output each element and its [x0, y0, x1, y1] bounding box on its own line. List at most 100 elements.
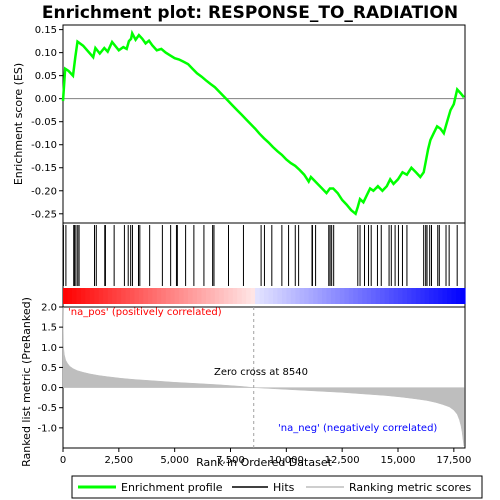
- colorbar-segment: [250, 288, 256, 304]
- positive-correlation-label: 'na_pos' (positively correlated): [68, 307, 222, 318]
- legend-label-hits: Hits: [273, 481, 295, 494]
- es-y-tick-label: -0.10: [31, 140, 57, 151]
- colorbar-segment: [63, 288, 69, 304]
- es-y-tick-label: -0.05: [31, 117, 57, 128]
- colorbar-segment: [308, 288, 314, 304]
- colorbar-segment: [371, 288, 377, 304]
- colorbar-segment: [255, 288, 261, 304]
- colorbar-segment: [89, 288, 95, 304]
- rank-colorbar: [63, 288, 466, 304]
- enrichment-profile-line: [61, 29, 465, 216]
- legend-label-enrichment: Enrichment profile: [121, 481, 223, 494]
- colorbar-segment: [147, 288, 153, 304]
- ranking-y-ticks: 2.0 1.5 1.0 0.5 0.0 -0.5 -1.0: [37, 303, 63, 434]
- colorbar-segment: [277, 288, 283, 304]
- colorbar-segment: [366, 288, 372, 304]
- colorbar-segment: [304, 288, 310, 304]
- ranking-y-tick-label: 1.0: [41, 343, 57, 354]
- es-y-tick-label: 0.15: [35, 25, 57, 36]
- colorbar-segment: [125, 288, 131, 304]
- colorbar-segment: [138, 288, 144, 304]
- es-panel-frame: [62, 24, 466, 224]
- chart-title: Enrichment plot: RESPONSE_TO_RADIATION: [42, 3, 458, 23]
- colorbar-segment: [165, 288, 171, 304]
- colorbar-segment: [420, 288, 426, 304]
- colorbar-segment: [442, 288, 448, 304]
- colorbar-segment: [205, 288, 211, 304]
- colorbar-segment: [353, 288, 359, 304]
- colorbar-segment: [322, 288, 328, 304]
- colorbar-segment: [246, 288, 252, 304]
- colorbar-segment: [85, 288, 91, 304]
- colorbar-segment: [192, 288, 198, 304]
- colorbar-segment: [156, 288, 162, 304]
- colorbar-segment: [357, 288, 363, 304]
- colorbar-segment: [335, 288, 341, 304]
- colorbar-segment: [451, 288, 457, 304]
- colorbar-segment: [398, 288, 404, 304]
- x-tick-label: 0: [60, 455, 66, 466]
- zero-cross-label: Zero cross at 8540: [214, 367, 308, 378]
- colorbar-segment: [134, 288, 140, 304]
- colorbar-segment: [326, 288, 332, 304]
- ranking-y-tick-label: 0.5: [41, 363, 57, 374]
- legend-box: [71, 475, 483, 499]
- es-y-tick-label: -0.25: [31, 209, 57, 220]
- colorbar-segment: [112, 288, 118, 304]
- legend-label-ranking: Ranking metric scores: [349, 481, 471, 494]
- colorbar-segment: [214, 288, 220, 304]
- x-tick-label: 15,000: [381, 455, 416, 466]
- x-tick-label: 7,500: [216, 455, 245, 466]
- colorbar-segment: [76, 288, 82, 304]
- colorbar-segment: [438, 288, 444, 304]
- x-axis-ticks: 0 2,500 5,000 7,500 10,000 12,500 15,000 17,500: [60, 448, 471, 466]
- colorbar-segment: [344, 288, 350, 304]
- colorbar-segment: [299, 288, 305, 304]
- colorbar-segment: [179, 288, 185, 304]
- x-axis-label: Rank in Ordered Dataset: [196, 456, 333, 469]
- colorbar-segment: [161, 288, 167, 304]
- colorbar-segment: [259, 288, 265, 304]
- es-y-tick-label: 0.10: [35, 48, 57, 59]
- x-tick-label: 2,500: [105, 455, 134, 466]
- colorbar-segment: [107, 288, 113, 304]
- colorbar-segment: [98, 288, 104, 304]
- colorbar-segment: [130, 288, 136, 304]
- colorbar-segment: [281, 288, 287, 304]
- colorbar-segment: [143, 288, 149, 304]
- x-tick-label: 5,000: [160, 455, 189, 466]
- colorbar-segment: [268, 288, 274, 304]
- colorbar-segment: [433, 288, 439, 304]
- es-y-tick-label: -0.20: [31, 186, 57, 197]
- colorbar-segment: [210, 288, 216, 304]
- ranking-y-tick-label: 1.5: [41, 323, 57, 334]
- colorbar-segment: [317, 288, 323, 304]
- colorbar-segment: [80, 288, 86, 304]
- colorbar-segment: [116, 288, 122, 304]
- colorbar-segment: [237, 288, 243, 304]
- colorbar-segment: [331, 288, 337, 304]
- colorbar-segment: [415, 288, 421, 304]
- colorbar-segment: [460, 288, 466, 304]
- ranking-y-axis-label: Ranked list metric (PreRanked): [20, 297, 33, 467]
- colorbar-segment: [429, 288, 435, 304]
- ranking-y-tick-label: 0.0: [41, 383, 57, 394]
- colorbar-segment: [183, 288, 189, 304]
- colorbar-segment: [94, 288, 100, 304]
- hits-marks: [62, 225, 458, 286]
- colorbar-segment: [375, 288, 381, 304]
- colorbar-segment: [174, 288, 180, 304]
- es-y-axis-label: Enrichment score (ES): [12, 63, 25, 185]
- colorbar-segment: [241, 288, 247, 304]
- colorbar-segment: [384, 288, 390, 304]
- es-y-tick-label: -0.15: [31, 163, 57, 174]
- colorbar-segment: [389, 288, 395, 304]
- colorbar-segment: [362, 288, 368, 304]
- x-tick-label: 12,500: [325, 455, 360, 466]
- colorbar-segment: [313, 288, 319, 304]
- colorbar-segment: [228, 288, 234, 304]
- negative-correlation-label: 'na_neg' (negatively correlated): [278, 423, 437, 434]
- colorbar-segment: [286, 288, 292, 304]
- colorbar-segment: [272, 288, 278, 304]
